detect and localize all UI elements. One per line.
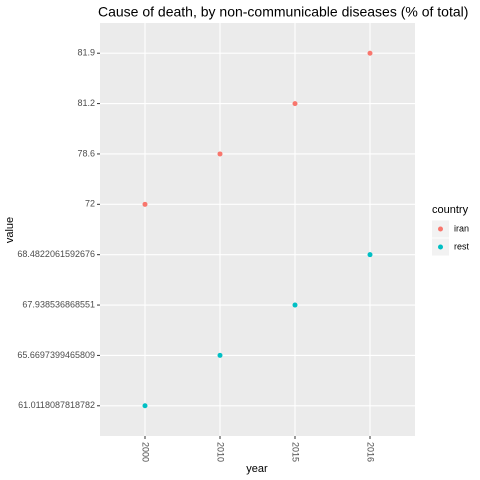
y-tick-label: 61.0118087818782: [18, 400, 95, 410]
chart-title: Cause of death, by non-communicable dise…: [98, 4, 468, 20]
x-tick-label: 2016: [366, 442, 376, 462]
x-axis-title: year: [246, 463, 268, 475]
point: [142, 403, 148, 409]
y-axis-title: value: [4, 217, 16, 243]
point: [217, 352, 223, 358]
y-tick-label: 78.6: [77, 148, 95, 158]
point: [367, 50, 373, 56]
y-tick-label: 65.6697399465809: [17, 350, 95, 360]
y-tick-label: 68.4822061592676: [17, 249, 95, 259]
y-tick-label: 81.2: [77, 98, 95, 108]
legend-marker: [438, 244, 443, 250]
legend-marker: [438, 226, 443, 232]
x-tick-label: 2010: [216, 442, 226, 462]
y-tick-label: 67.938536868551: [22, 299, 95, 309]
y-tick-label: 72: [85, 199, 95, 209]
x-tick-label: 2000: [141, 442, 151, 462]
point: [292, 101, 298, 107]
panel: [100, 23, 415, 436]
legend-label: rest: [454, 241, 470, 251]
x-tick-label: 2015: [291, 442, 301, 462]
point: [367, 252, 373, 258]
point: [217, 151, 223, 157]
y-tick-label: 81.9: [77, 48, 95, 58]
legend-label: iran: [454, 223, 469, 233]
legend-title: country: [432, 204, 469, 216]
point: [292, 302, 298, 308]
point: [142, 201, 148, 207]
